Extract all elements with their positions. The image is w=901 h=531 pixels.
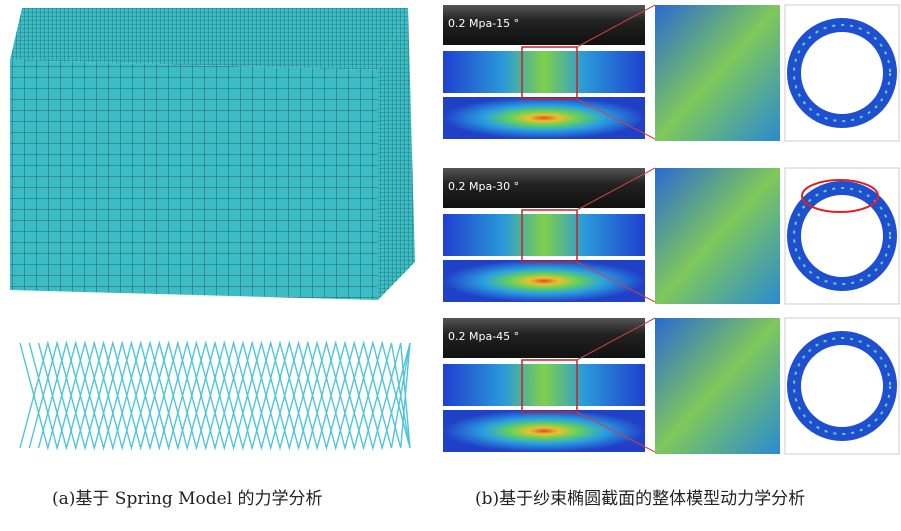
simulation-row: 0.2 Mpa-45 ° (443, 318, 899, 454)
mesh-block (10, 8, 415, 300)
stress-map-top (443, 214, 645, 256)
simulation-row: 0.2 Mpa-15 ° (443, 5, 899, 141)
figure-graphics: 0.2 Mpa-15 ° 0.2 Mpa-30 ° 0.2 Mpa-45 ° (0, 0, 901, 531)
pressure-angle-label: 0.2 Mpa-30 ° (448, 180, 519, 193)
pressure-angle-label: 0.2 Mpa-45 ° (448, 330, 519, 343)
caption-b: (b)基于纱束椭圆截面的整体模型动力学分析 (475, 484, 805, 509)
lattice-strand (39, 343, 410, 448)
caption-a: (a)基于 Spring Model 的力学分析 (52, 484, 323, 509)
figure: 0.2 Mpa-15 ° 0.2 Mpa-30 ° 0.2 Mpa-45 ° (a)… (0, 0, 901, 531)
lattice-strand (39, 343, 410, 448)
stress-map-top (443, 51, 645, 93)
spring-lattice (20, 343, 410, 448)
lattice-strand (20, 343, 410, 448)
lattice-strand (20, 343, 410, 448)
zoom-detail (655, 318, 780, 454)
simulation-panels: 0.2 Mpa-15 ° 0.2 Mpa-30 ° 0.2 Mpa-45 ° (443, 5, 899, 454)
stress-map-top (443, 364, 645, 406)
zoom-detail (655, 5, 780, 141)
zoom-detail (655, 168, 780, 304)
simulation-row: 0.2 Mpa-30 ° (443, 168, 899, 304)
pressure-angle-label: 0.2 Mpa-15 ° (448, 17, 519, 30)
